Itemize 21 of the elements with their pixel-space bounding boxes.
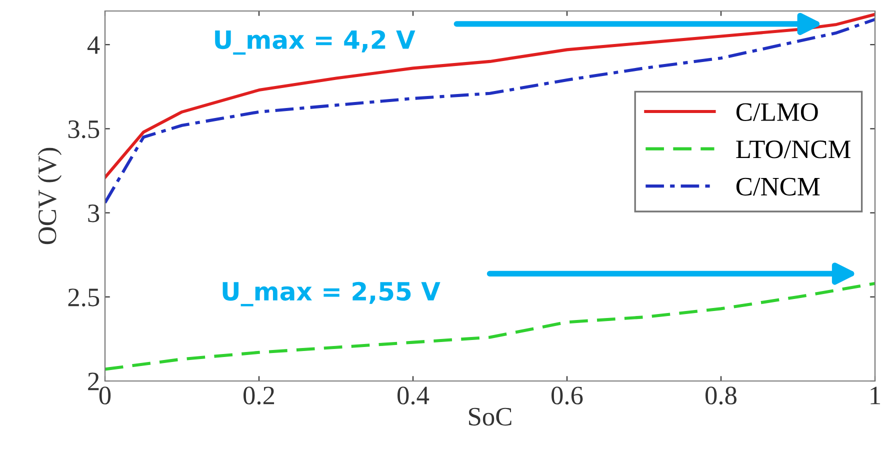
legend-label: LTO/NCM: [736, 140, 850, 158]
y-tick-label: 2: [88, 372, 99, 390]
x-axis-title: SoC: [469, 408, 512, 426]
annotation: U_max = 2,55 V: [222, 282, 440, 306]
x-tick-label: 0.8: [706, 386, 736, 405]
y-tick-label: 4: [87, 36, 100, 54]
y-tick-label: 3.5: [68, 120, 100, 138]
legend-label: C/NCM: [736, 178, 820, 196]
x-tick-label: 0.4: [398, 386, 430, 405]
y-axis-title: OCV (V): [38, 148, 62, 244]
x-tick-label: 1: [870, 386, 880, 404]
line-series: [105, 12, 875, 180]
x-tick-label: 0: [99, 386, 111, 404]
x-tick-label: 0.2: [244, 386, 274, 405]
y-tick-label: 3: [88, 204, 100, 222]
y-tick-label: 2.5: [68, 288, 100, 306]
line-series: [105, 18, 875, 204]
annotation: U_max = 4,2 V: [215, 30, 416, 55]
line-series: [105, 282, 875, 371]
legend-label: C/LMO: [736, 103, 818, 121]
x-tick-label: 0.6: [552, 386, 583, 405]
